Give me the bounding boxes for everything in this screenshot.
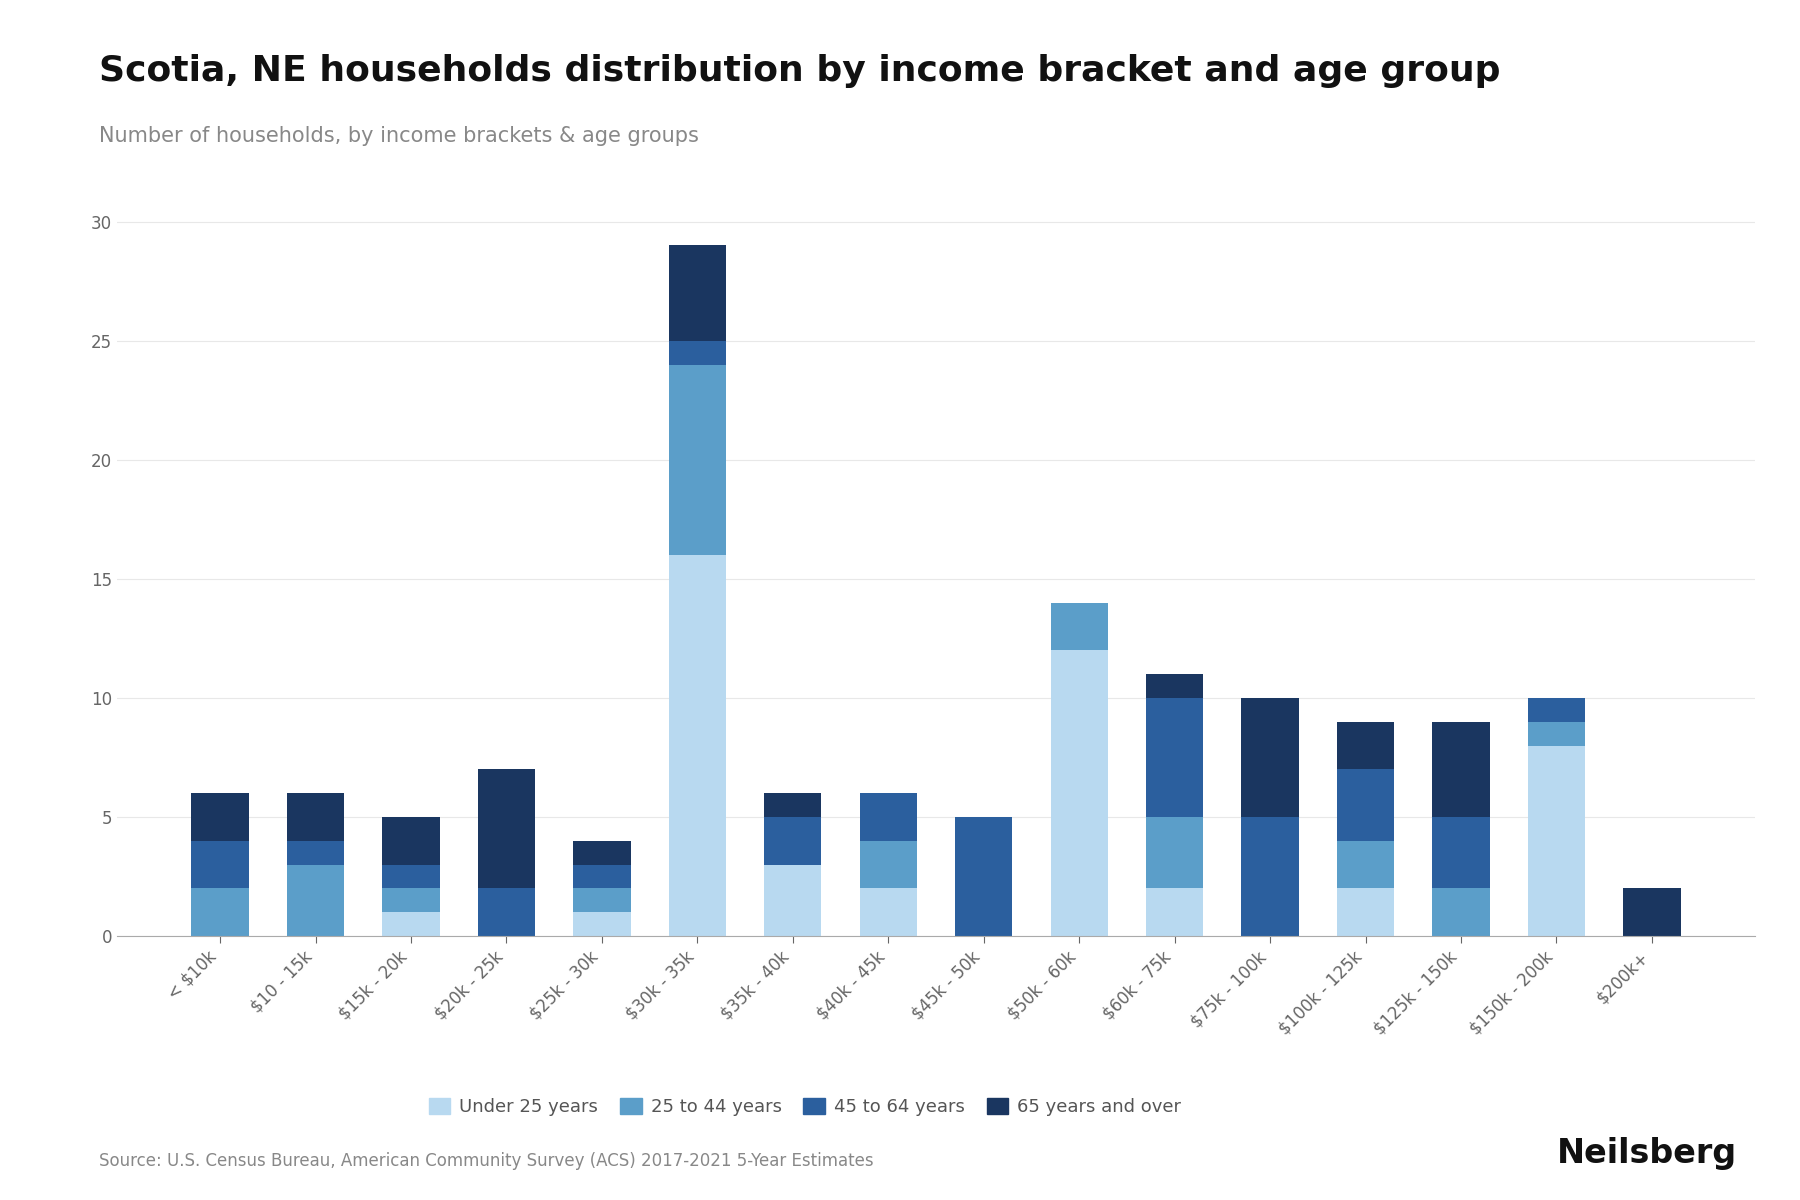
Text: Number of households, by income brackets & age groups: Number of households, by income brackets… (99, 126, 698, 146)
Bar (670, 246, 725, 341)
Legend: Under 25 years, 25 to 44 years, 45 to 64 years, 65 years and over: Under 25 years, 25 to 44 years, 45 to 64… (419, 1088, 1190, 1126)
Bar (572, 841, 630, 864)
Bar (572, 888, 630, 912)
Bar (1242, 817, 1300, 936)
Bar (382, 817, 439, 864)
Bar (382, 864, 439, 888)
Bar (1051, 650, 1107, 936)
Bar (1242, 698, 1300, 817)
Bar (1528, 721, 1586, 745)
Bar (477, 769, 535, 888)
Bar (1433, 817, 1490, 888)
Bar (860, 888, 916, 936)
Bar (1337, 721, 1395, 769)
Bar (477, 888, 535, 936)
Bar (286, 793, 344, 841)
Bar (1433, 721, 1490, 817)
Text: Source: U.S. Census Bureau, American Community Survey (ACS) 2017-2021 5-Year Est: Source: U.S. Census Bureau, American Com… (99, 1152, 873, 1170)
Bar (286, 841, 344, 864)
Bar (765, 793, 821, 817)
Bar (1051, 602, 1107, 650)
Bar (382, 912, 439, 936)
Bar (1433, 888, 1490, 936)
Bar (1147, 698, 1202, 817)
Bar (1337, 888, 1395, 936)
Bar (765, 864, 821, 936)
Bar (765, 817, 821, 864)
Bar (1147, 674, 1202, 698)
Bar (286, 864, 344, 936)
Bar (670, 554, 725, 936)
Bar (1624, 888, 1681, 936)
Bar (1337, 769, 1395, 841)
Bar (670, 365, 725, 554)
Bar (1147, 888, 1202, 936)
Bar (191, 888, 248, 936)
Bar (1337, 841, 1395, 888)
Bar (382, 888, 439, 912)
Bar (191, 793, 248, 841)
Bar (191, 841, 248, 888)
Text: Neilsberg: Neilsberg (1557, 1138, 1737, 1170)
Bar (860, 841, 916, 888)
Bar (860, 793, 916, 841)
Bar (1528, 745, 1586, 936)
Bar (670, 341, 725, 365)
Bar (572, 864, 630, 888)
Bar (1147, 817, 1202, 888)
Bar (1528, 698, 1586, 721)
Bar (956, 817, 1012, 936)
Bar (572, 912, 630, 936)
Text: Scotia, NE households distribution by income bracket and age group: Scotia, NE households distribution by in… (99, 54, 1501, 88)
